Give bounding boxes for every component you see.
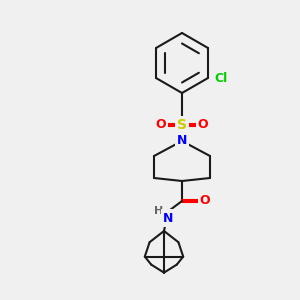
Text: H: H <box>154 206 164 216</box>
Text: N: N <box>177 134 187 148</box>
Text: O: O <box>156 118 166 131</box>
Text: S: S <box>177 118 187 132</box>
Text: O: O <box>198 118 208 131</box>
Text: N: N <box>163 212 173 224</box>
Text: O: O <box>200 194 210 208</box>
Text: Cl: Cl <box>214 71 228 85</box>
